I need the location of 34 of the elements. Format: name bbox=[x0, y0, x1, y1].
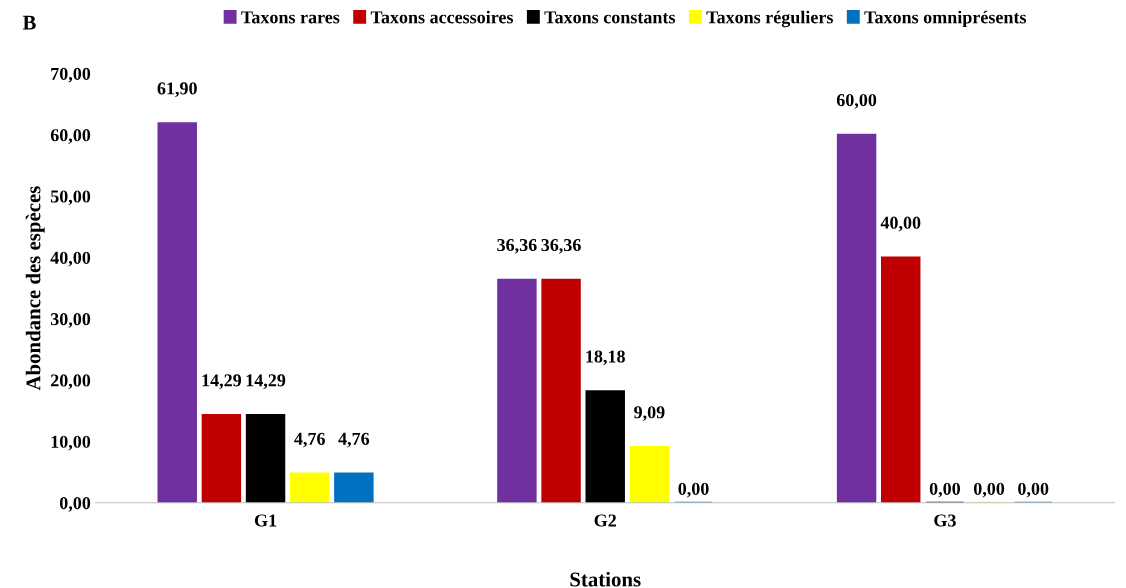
data-label: 14,29 bbox=[202, 374, 242, 390]
y-tick-label: 30,00 bbox=[50, 313, 91, 328]
data-label: 0,00 bbox=[678, 482, 709, 498]
x-axis-title: Stations bbox=[570, 571, 641, 587]
data-label: 0,00 bbox=[973, 482, 1005, 498]
legend-label: Taxons accessoires bbox=[370, 10, 514, 24]
data-label: 60,00 bbox=[836, 93, 877, 109]
data-label: 18,18 bbox=[586, 350, 625, 366]
x-tick-label: G3 bbox=[934, 514, 956, 527]
data-label: 9,09 bbox=[634, 406, 665, 421]
data-label: 14,29 bbox=[246, 374, 286, 390]
text: B bbox=[22, 15, 36, 30]
data-label: 36,36 bbox=[497, 238, 537, 254]
y-tick-label: 40,00 bbox=[50, 251, 91, 267]
data-label: 61,90 bbox=[157, 82, 197, 98]
data-label: 40,00 bbox=[880, 216, 921, 232]
y-tick-label: 10,00 bbox=[51, 435, 91, 451]
data-label: 4,76 bbox=[294, 432, 325, 448]
data-label: 36,36 bbox=[541, 238, 581, 254]
x-tick-label: G1 bbox=[254, 514, 277, 527]
x-tick-label: G2 bbox=[594, 514, 616, 527]
data-label: 0,00 bbox=[929, 482, 961, 498]
legend-label: Taxons réguliers bbox=[706, 10, 833, 28]
data-label: 4,76 bbox=[338, 432, 370, 448]
y-axis-title: Abondance des espèces bbox=[25, 186, 45, 391]
y-tick-label: 70,00 bbox=[51, 67, 91, 83]
y-tick-label: 60,00 bbox=[50, 129, 91, 144]
y-tick-label: 50,00 bbox=[50, 190, 91, 206]
data-label: 0,00 bbox=[1018, 482, 1049, 498]
legend-label: Taxons constants bbox=[544, 11, 676, 24]
legend-label: Taxons omniprésents bbox=[864, 10, 1027, 28]
y-tick-label: 20,00 bbox=[50, 374, 91, 390]
legend-label: Taxons rares bbox=[241, 11, 340, 24]
y-tick-label: 0,00 bbox=[59, 497, 91, 512]
